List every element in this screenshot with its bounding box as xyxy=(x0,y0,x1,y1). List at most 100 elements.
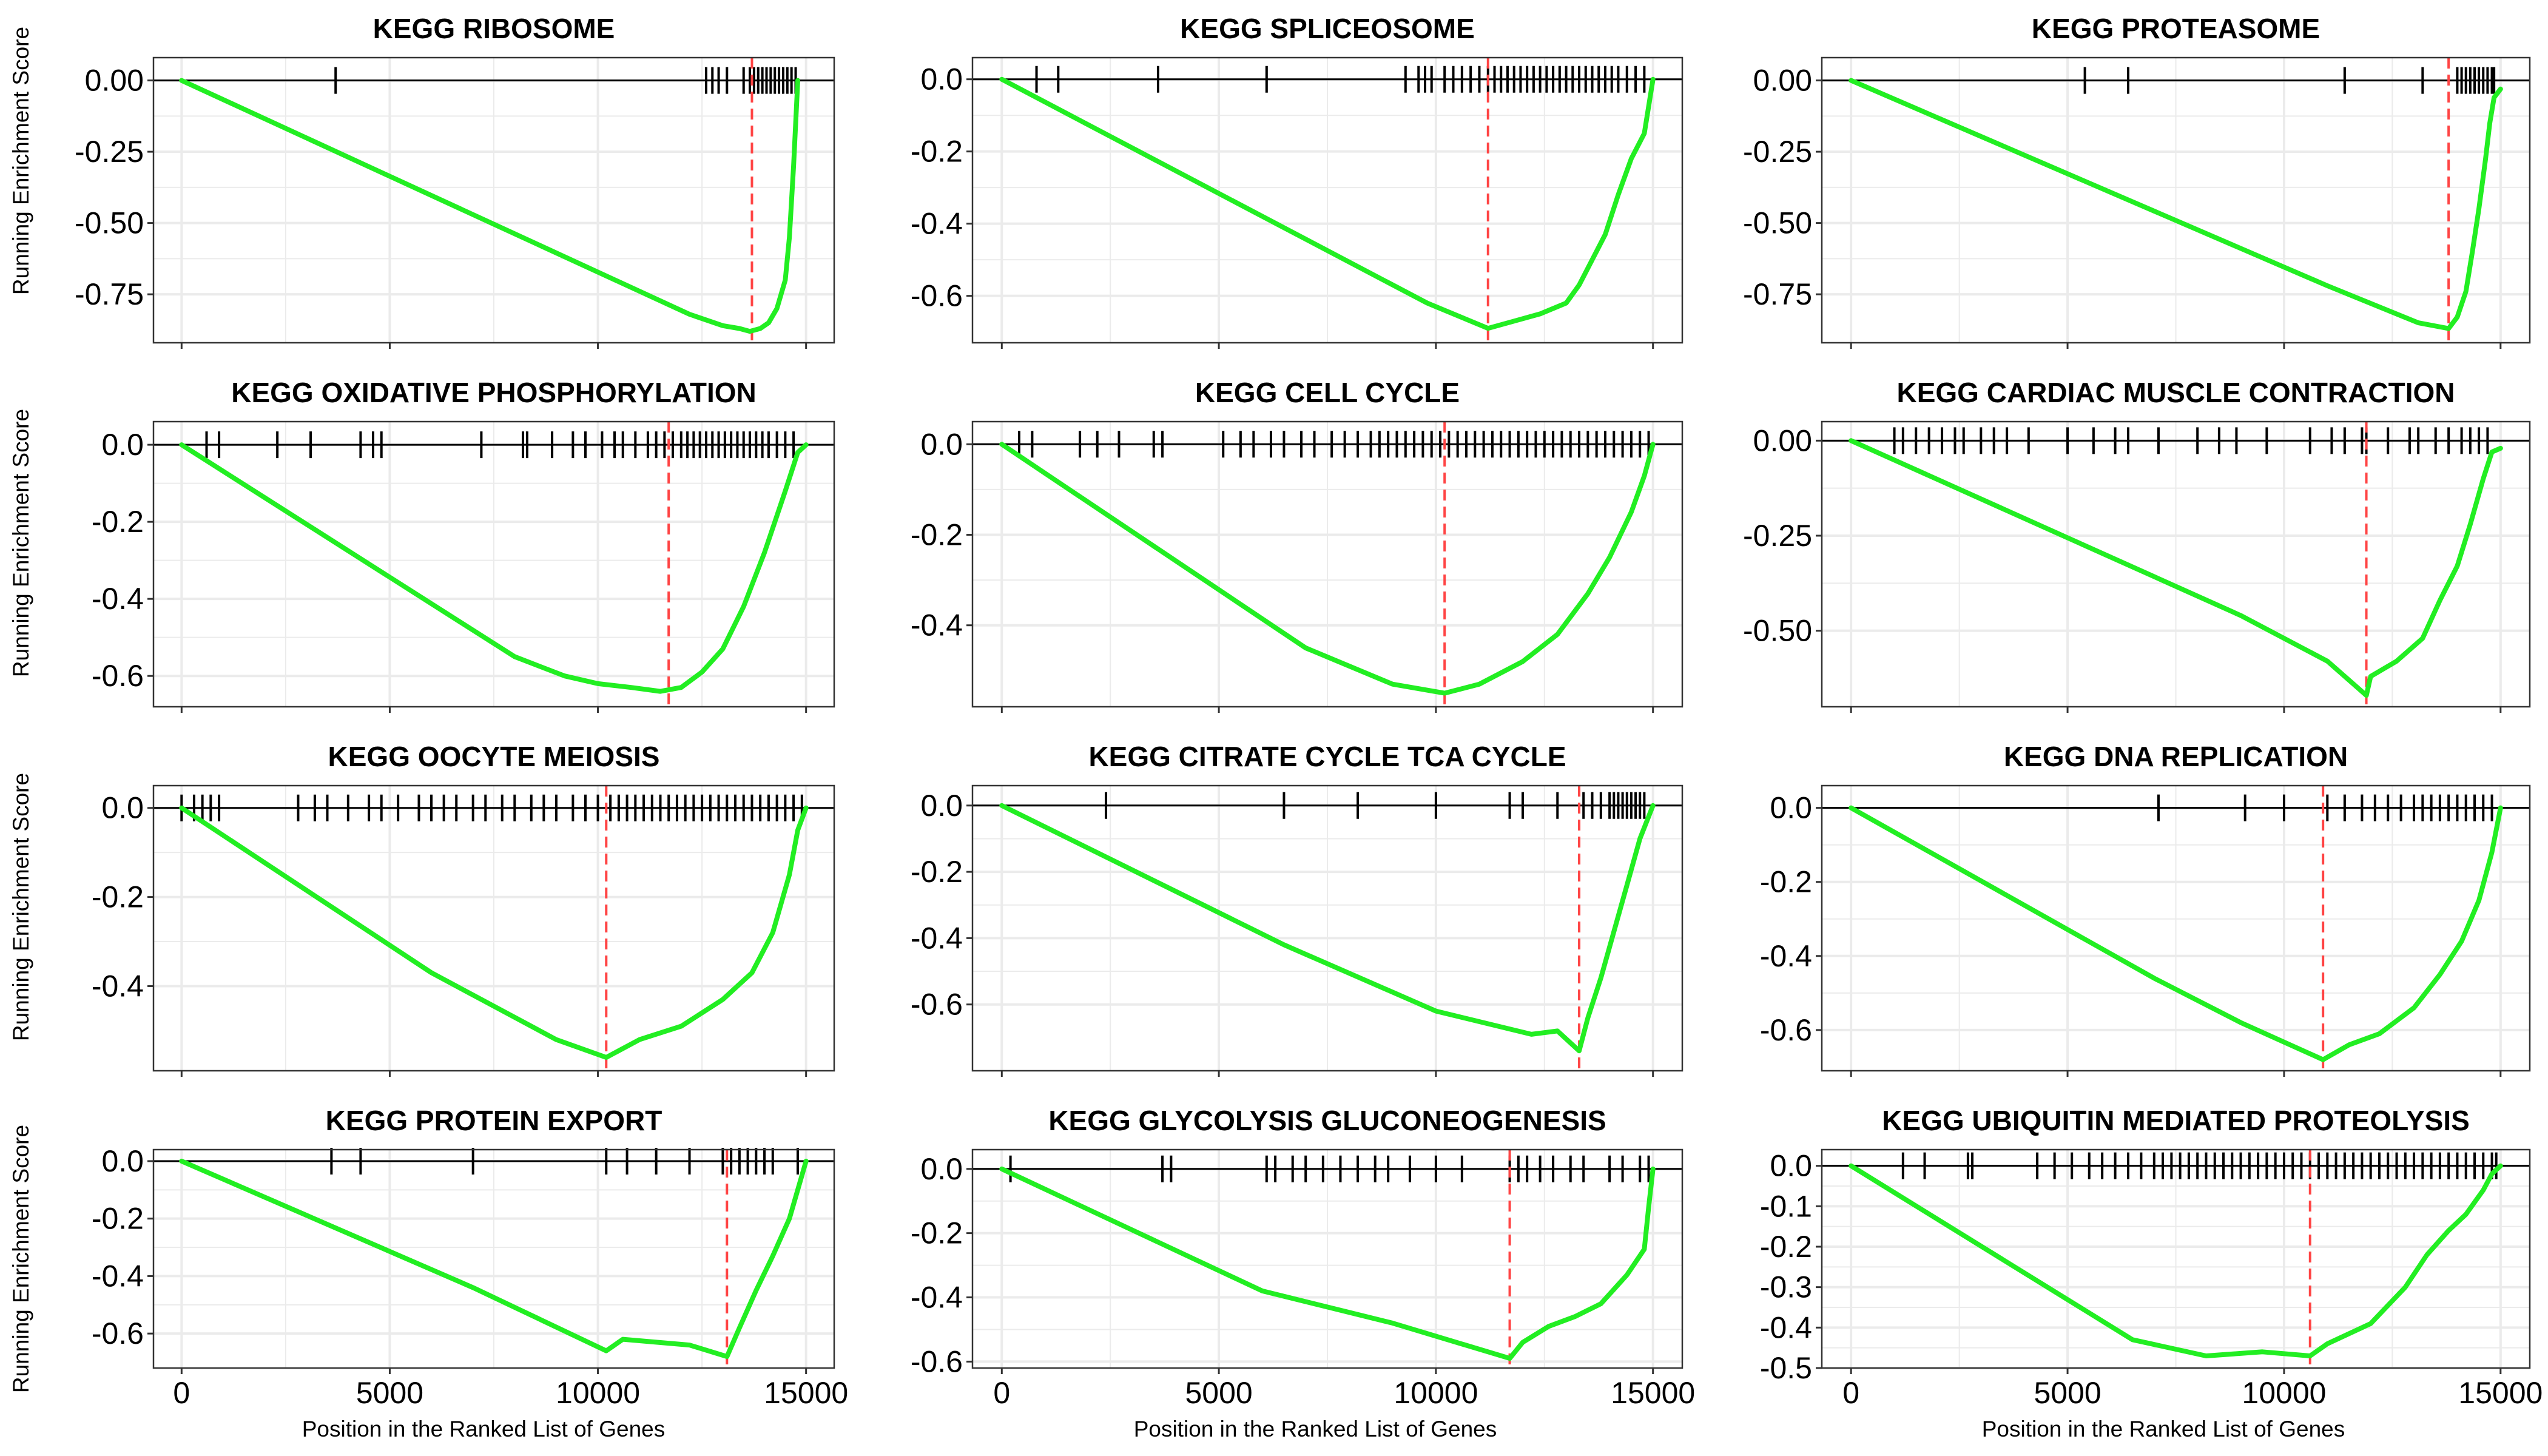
y-tick-label: -0.50 xyxy=(75,206,144,240)
x-tick-label: 10000 xyxy=(556,1376,640,1410)
panel-1: 0.00 -0.25 -0.50 -0.75 KEGG RIBOSOME xyxy=(75,13,835,349)
panel-10: 0.0 -0.2 -0.4 -0.6 0 5000 10000 15000 KEGG PROTE… xyxy=(92,1105,848,1410)
y-tick-label: 0.0 xyxy=(101,1144,144,1178)
x-tick-label: 10000 xyxy=(1394,1376,1478,1410)
enrichment-score-curve xyxy=(999,442,1656,696)
y-tick-label: -0.3 xyxy=(1760,1270,1812,1304)
y-tick-label: -0.1 xyxy=(1760,1189,1812,1223)
y-tick-label: 0.00 xyxy=(1753,423,1812,457)
panel-6: 0.00 -0.25 -0.50 KEGG CARDIAC MUSCLE CONTRA… xyxy=(1743,377,2531,713)
y-tick-label: -0.4 xyxy=(911,207,963,241)
panel-5: 0.0 -0.2 -0.4 KEGG CELL CYCLE xyxy=(911,377,1684,713)
y-tick-label: -0.5 xyxy=(1760,1351,1812,1385)
panel-7: 0.0 -0.2 -0.4 KEGG OOCYTE MEIOSIS xyxy=(92,741,835,1077)
panel-8: 0.0 -0.2 -0.4 -0.6 KEGG CITRATE CYCLE TCA CY… xyxy=(911,741,1684,1077)
enrichment-score-curve xyxy=(179,1158,809,1360)
x-tick-label: 0 xyxy=(1842,1376,1859,1410)
y-tick-label: 0.0 xyxy=(101,428,144,462)
enrichment-score-curve xyxy=(1849,78,2503,331)
panel-title: KEGG GLYCOLYSIS GLUCONEOGENESIS xyxy=(1048,1105,1606,1136)
panel-border xyxy=(971,56,1684,344)
x-tick-label: 15000 xyxy=(764,1376,848,1410)
y-axis-label-row-3: Running Enrichment Score xyxy=(8,773,33,1041)
y-tick-label: -0.6 xyxy=(911,988,963,1022)
x-tick-label: 0 xyxy=(173,1376,190,1410)
panel-11: 0.0 -0.2 -0.4 -0.6 0 5000 10000 15000 KEGG GLYCO… xyxy=(911,1105,1695,1410)
y-tick-label: -0.50 xyxy=(1743,614,1812,648)
enrichment-score-curve xyxy=(179,805,809,1060)
panel-title: KEGG DNA REPLICATION xyxy=(2004,741,2348,772)
enrichment-score-curve xyxy=(999,76,1656,331)
y-tick-label: -0.6 xyxy=(92,659,144,693)
y-tick-label: -0.50 xyxy=(1743,206,1812,240)
y-tick-label: -0.4 xyxy=(911,608,963,642)
panel-border xyxy=(971,784,1684,1072)
panel-border xyxy=(1821,784,2531,1072)
y-tick-label: -0.2 xyxy=(911,135,963,169)
y-tick-label: -0.6 xyxy=(911,279,963,313)
panel-border xyxy=(152,1148,835,1369)
y-tick-label: 0.00 xyxy=(1753,64,1812,98)
enrichment-score-curve xyxy=(999,803,1656,1054)
panel-title: KEGG OXIDATIVE PHOSPHORYLATION xyxy=(231,377,757,408)
y-tick-label: -0.75 xyxy=(1743,277,1812,311)
y-tick-label: -0.25 xyxy=(75,135,144,169)
y-tick-label: 0.0 xyxy=(1770,791,1812,825)
y-tick-label: -0.25 xyxy=(1743,519,1812,553)
y-tick-label: -0.2 xyxy=(92,880,144,914)
y-tick-label: -0.2 xyxy=(1760,1230,1812,1264)
y-tick-label: -0.4 xyxy=(911,921,963,955)
x-tick-label: 5000 xyxy=(356,1376,423,1410)
panel-title: KEGG CELL CYCLE xyxy=(1195,377,1460,408)
enrichment-score-curve xyxy=(179,442,809,694)
y-tick-label: -0.4 xyxy=(92,582,144,616)
x-tick-label: 15000 xyxy=(1611,1376,1695,1410)
y-tick-label: -0.25 xyxy=(1743,135,1812,169)
y-tick-label: -0.4 xyxy=(92,1259,144,1293)
enrichment-score-curve xyxy=(179,78,800,334)
panel-title: KEGG CARDIAC MUSCLE CONTRACTION xyxy=(1897,377,2455,408)
y-tick-label: -0.6 xyxy=(92,1316,144,1350)
x-axis-label-col-2: Position in the Ranked List of Genes xyxy=(1134,1417,1497,1441)
y-tick-label: -0.2 xyxy=(911,1216,963,1250)
y-tick-label: -0.4 xyxy=(911,1281,963,1315)
panel-border xyxy=(1821,56,2531,344)
y-tick-label: 0.00 xyxy=(85,64,144,98)
panel-border xyxy=(152,784,835,1072)
panel-title: KEGG RIBOSOME xyxy=(373,13,615,44)
y-tick-label: -0.75 xyxy=(75,277,144,311)
panel-12: 0.0 -0.1 -0.2 -0.3 -0.4 -0.5 0 5000 10000 15000 KE… xyxy=(1760,1105,2543,1410)
y-tick-label: 0.0 xyxy=(101,791,144,825)
y-tick-label: -0.4 xyxy=(1760,1310,1812,1344)
y-tick-label: 0.0 xyxy=(1770,1149,1812,1183)
y-tick-label: -0.6 xyxy=(1760,1013,1812,1047)
x-tick-label: 0 xyxy=(993,1376,1010,1410)
y-axis-label-row-2: Running Enrichment Score xyxy=(8,409,33,677)
panel-border xyxy=(152,420,835,708)
panel-3: 0.00 -0.25 -0.50 -0.75 KEGG PROTEASOME xyxy=(1743,13,2531,349)
panel-title: KEGG SPLICEOSOME xyxy=(1180,13,1475,44)
panel-border xyxy=(1821,1148,2531,1369)
y-tick-label: -0.2 xyxy=(92,1202,144,1236)
y-tick-label: -0.2 xyxy=(1760,865,1812,899)
y-axis-label-row-1: Running Enrichment Score xyxy=(8,27,33,295)
x-tick-label: 5000 xyxy=(2034,1376,2101,1410)
panel-title: KEGG OOCYTE MEIOSIS xyxy=(328,741,660,772)
y-tick-label: 0.0 xyxy=(920,62,963,96)
y-tick-label: -0.2 xyxy=(911,518,963,552)
panel-border xyxy=(971,420,1684,708)
panel-title: KEGG PROTEIN EXPORT xyxy=(326,1105,662,1136)
enrichment-score-curve xyxy=(1849,438,2503,698)
y-tick-label: -0.2 xyxy=(911,855,963,889)
panel-border xyxy=(152,56,835,344)
y-tick-label: -0.4 xyxy=(92,969,144,1003)
panel-title: KEGG UBIQUITIN MEDIATED PROTEOLYSIS xyxy=(1882,1105,2470,1136)
enrichment-score-curve xyxy=(1849,805,2503,1062)
y-tick-label: 0.0 xyxy=(920,1152,963,1186)
y-tick-label: -0.6 xyxy=(911,1344,963,1378)
y-tick-label: -0.4 xyxy=(1760,939,1812,973)
panel-4: 0.0 -0.2 -0.4 -0.6 KEGG OXIDATIVE PHOSPHORYL… xyxy=(92,377,835,713)
panel-title: KEGG CITRATE CYCLE TCA CYCLE xyxy=(1088,741,1566,772)
